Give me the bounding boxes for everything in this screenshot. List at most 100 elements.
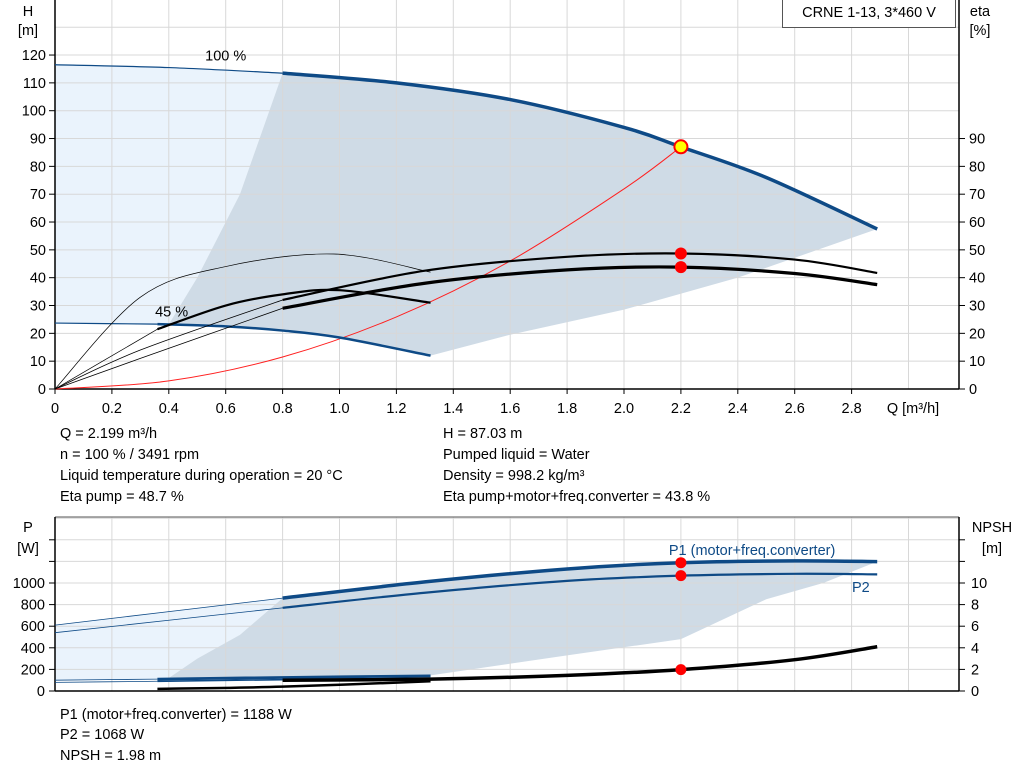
y2-tick-label: 10 [971,576,987,592]
y-tick-label: 200 [21,662,45,678]
p2-curve-100 [282,572,878,609]
x-tick-label: 0.2 [102,401,122,417]
head-curve-100 [282,71,878,231]
info-density: Density = 998.2 kg/m³ [443,468,585,484]
y-tick-label: 80 [30,159,46,175]
y-tick-label: 50 [30,243,46,259]
y-axis-label: H [23,4,33,20]
eta-pump-curve-100-extrapolated [54,299,283,390]
x-tick-label: 0.8 [273,401,293,417]
model-label: CRNE 1-13, 3*460 V [782,0,956,28]
p1-curve-45 [157,674,431,681]
y-tick-label: 0 [38,382,46,398]
x-tick-label: 0.6 [216,401,236,417]
y-axis-unit: [m] [18,23,38,39]
y2-tick-label: 20 [969,326,985,342]
operating-point [673,139,689,155]
info-p1: P1 (motor+freq.converter) = 1188 W [60,707,292,723]
info-flow: Q = 2.199 m³/h [60,426,158,442]
eta-total-curve-100-extrapolated [54,307,283,390]
shaded-region-operating [168,73,878,356]
npsh-curve-45 [157,680,431,691]
npsh-axis-unit: [m] [982,541,1002,557]
power-axis-unit: [W] [17,541,39,557]
info-liquid-temp: Liquid temperature during operation = 20… [60,468,343,484]
y-tick-label: 30 [30,299,46,315]
x-axis-label: Q [m³/h] [887,401,939,417]
y2-axis-unit: [%] [970,23,991,39]
operating-point [675,570,687,582]
y2-tick-label: 50 [969,243,985,259]
eta-total-curve-45 [157,288,431,331]
y-tick-label: 800 [21,598,45,614]
x-tick-label: 1.0 [329,401,349,417]
info-pumped-liquid: Pumped liquid = Water [443,447,590,463]
head-curve-100-extrapolated [54,64,283,74]
x-tick-label: 1.2 [386,401,406,417]
y-tick-label: 90 [30,132,46,148]
info-eta-pump: Eta pump = 48.7 % [60,489,184,505]
info-head: H = 87.03 m [443,426,523,442]
eta-total-curve-45-extrapolated [54,328,158,390]
x-tick-label: 2.8 [842,401,862,417]
y-tick-label: 120 [22,48,46,64]
y2-tick-label: 10 [969,354,985,370]
speed-label: 100 % [205,49,246,65]
y2-tick-label: 40 [969,271,985,287]
p2-curve-100-extrapolated [54,607,283,634]
y-tick-label: 100 [22,104,46,120]
info-p2: P2 = 1068 W [60,727,145,743]
head-curve-45 [157,322,431,357]
speed-label: 45 % [155,305,188,321]
x-tick-label: 1.4 [443,401,463,417]
y2-axis-label: eta [970,4,991,20]
y-tick-label: 70 [30,187,46,203]
y2-tick-label: 70 [969,187,985,203]
npsh-curve-100 [282,644,878,682]
y-tick-label: 40 [30,271,46,287]
eta-total-curve-100 [282,265,878,310]
operating-point [674,261,687,274]
y2-tick-label: 2 [971,662,979,678]
x-tick-label: 0.4 [159,401,179,417]
operating-point [674,247,687,260]
y-tick-label: 1000 [13,576,45,592]
y2-tick-label: 8 [971,598,979,614]
system-curve-extrapolated [54,146,682,390]
y-tick-label: 0 [37,684,45,700]
operating-point [675,664,687,676]
x-tick-label: 2.4 [728,401,748,417]
x-tick-label: 1.6 [500,401,520,417]
y-tick-label: 600 [21,619,45,635]
head-curve-45-extrapolated [54,322,158,325]
y2-tick-label: 60 [969,215,985,231]
x-tick-label: 2.0 [614,401,634,417]
y2-tick-label: 90 [969,132,985,148]
y2-tick-label: 0 [971,684,979,700]
y-tick-label: 110 [23,76,46,92]
y2-tick-label: 6 [971,619,979,635]
power-shaded-region-operating [168,560,878,679]
y2-tick-label: 4 [971,641,979,657]
eta-pump-curve-45-extrapolated [54,253,431,390]
power-axis-label: P [23,520,33,536]
y-tick-label: 60 [30,215,46,231]
p1-curve-100-extrapolated [54,597,283,626]
x-tick-label: 2.6 [785,401,805,417]
p2-curve-label: P2 [852,580,870,596]
npsh-axis-label: NPSH [972,520,1012,536]
y2-tick-label: 30 [969,299,985,315]
p1-curve-45-extrapolated [54,678,158,681]
info-eta-total: Eta pump+motor+freq.converter = 43.8 % [443,489,711,505]
x-tick-label: 0 [51,401,59,417]
x-tick-label: 2.2 [671,401,691,417]
info-npsh: NPSH = 1.98 m [60,748,162,764]
y2-tick-label: 80 [969,159,985,175]
p1-curve-label: P1 (motor+freq.converter) [669,543,835,559]
p2-curve-45-extrapolated [54,680,158,683]
info-speed: n = 100 % / 3491 rpm [60,447,200,463]
y-tick-label: 20 [30,326,46,342]
operating-point [675,557,687,569]
y-tick-label: 10 [30,354,46,370]
